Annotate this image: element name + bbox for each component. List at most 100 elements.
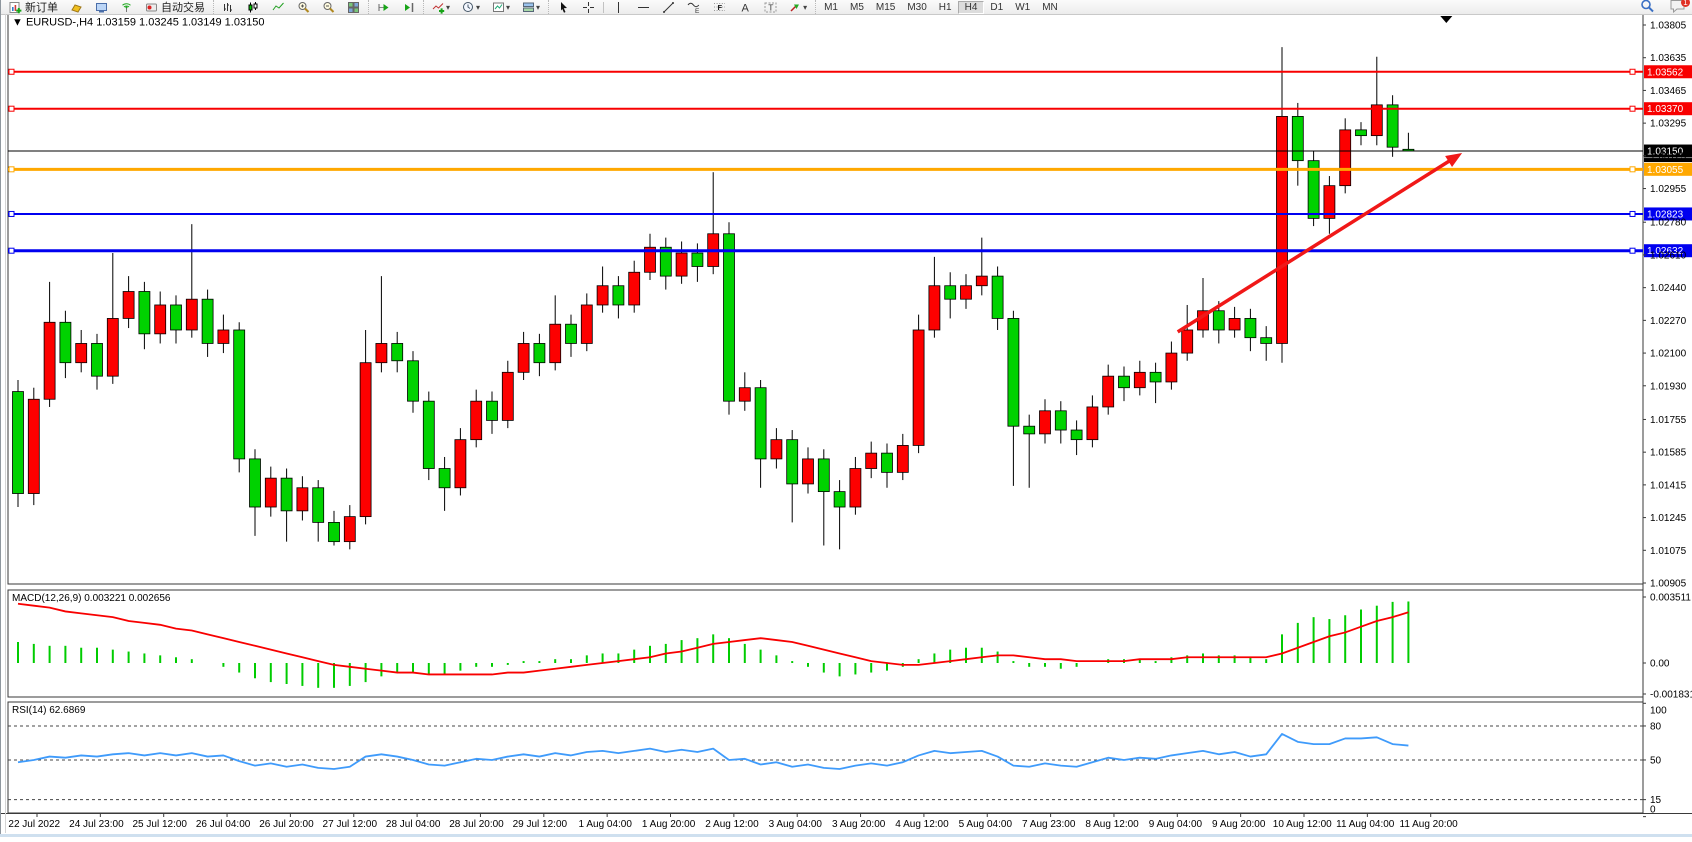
fibonacci-wave-button[interactable]: E xyxy=(681,1,707,14)
line-chart-button[interactable] xyxy=(266,1,291,14)
bar-chart-button[interactable] xyxy=(216,1,241,14)
crosshair-button[interactable] xyxy=(576,1,601,14)
timeframe-button-m1[interactable]: M1 xyxy=(824,1,838,13)
candle xyxy=(106,318,119,377)
line-handle[interactable] xyxy=(1629,68,1636,75)
candle xyxy=(659,246,672,277)
fibonacci-wave-icon: E xyxy=(687,1,701,14)
candle-chart-button[interactable] xyxy=(241,1,266,14)
candle xyxy=(1054,410,1067,431)
time-axis-label: 7 Aug 23:00 xyxy=(1022,819,1076,830)
rsi-axis-tick: 50 xyxy=(1650,755,1662,766)
candle xyxy=(991,275,1004,319)
horizontal-line-button[interactable] xyxy=(631,1,656,14)
svg-text:F: F xyxy=(718,3,723,12)
profiles-button[interactable]: ▾ xyxy=(516,1,546,14)
main-toolbar: 新订单 自动交易 ▾ ▾ ▾ ▾ E F A T ▾ xyxy=(0,0,1692,15)
svg-text:1.03125: 1.03125 xyxy=(1650,151,1687,162)
svg-text:1.03465: 1.03465 xyxy=(1650,86,1687,97)
trendline-button[interactable] xyxy=(656,1,681,14)
candle xyxy=(738,387,751,402)
timeframe-button-m15[interactable]: M15 xyxy=(875,1,896,13)
timeframe-button-mn[interactable]: MN xyxy=(1042,1,1058,13)
autotrading-button[interactable]: 自动交易 xyxy=(139,1,211,14)
signal-button[interactable] xyxy=(114,1,139,14)
timeframe-button-h4[interactable]: H4 xyxy=(957,0,985,14)
svg-text:1.02955: 1.02955 xyxy=(1650,184,1687,195)
chat-button[interactable]: 1 xyxy=(1669,0,1690,16)
price-line-label-box xyxy=(1644,162,1692,176)
time-axis-label: 3 Aug 20:00 xyxy=(832,819,886,830)
line-handle[interactable] xyxy=(1629,210,1636,217)
auto-scroll-button[interactable] xyxy=(371,1,396,14)
tile-windows-button[interactable] xyxy=(341,1,366,14)
svg-text:1.02270: 1.02270 xyxy=(1650,316,1687,327)
candle xyxy=(454,439,467,489)
text-button[interactable]: A xyxy=(733,1,758,14)
timeframe-button-m30[interactable]: M30 xyxy=(907,1,927,13)
vertical-line-button[interactable] xyxy=(606,1,631,14)
periods-button[interactable]: ▾ xyxy=(456,1,486,14)
chat-badge: 1 xyxy=(1681,0,1690,7)
text-label-button[interactable]: T xyxy=(758,1,783,14)
time-axis-label: 2 Aug 12:00 xyxy=(705,819,759,830)
line-handle[interactable] xyxy=(8,210,15,217)
candle xyxy=(343,516,356,543)
line-handle[interactable] xyxy=(8,247,15,254)
chart-window[interactable]: 1.03562 1.03370 1.03150 1.03055 1.02823 1.026… xyxy=(0,13,1692,837)
svg-text:1.01415: 1.01415 xyxy=(1650,480,1687,491)
price-line-label: 1.03370 xyxy=(1647,104,1684,115)
gold-button[interactable] xyxy=(64,1,89,14)
cursor-button[interactable] xyxy=(551,1,576,14)
price-line-label: 1.03055 xyxy=(1647,165,1684,176)
candle xyxy=(1386,104,1399,148)
line-handle[interactable] xyxy=(8,105,15,112)
candle xyxy=(375,343,388,364)
candle xyxy=(549,323,562,364)
add-indicator-button[interactable]: ▾ xyxy=(426,1,456,14)
new-order-button[interactable]: 新订单 xyxy=(3,1,64,14)
toolbar-right: 1 xyxy=(1640,0,1692,16)
candle xyxy=(517,343,530,373)
timeframe-button-w1[interactable]: W1 xyxy=(1015,1,1031,13)
line-handle[interactable] xyxy=(8,68,15,75)
svg-text:E: E xyxy=(695,8,700,14)
candle xyxy=(1133,371,1146,389)
chart-window-button[interactable] xyxy=(89,1,114,14)
crosshair-icon xyxy=(582,1,595,14)
chart-shift-marker[interactable] xyxy=(1440,16,1453,23)
timeframe-button-m5[interactable]: M5 xyxy=(849,1,864,13)
fibonacci-retracement-button[interactable]: F xyxy=(707,1,733,14)
arrow-objects-button[interactable]: ▾ xyxy=(783,1,813,14)
rsi-axis-tick: 100 xyxy=(1650,706,1667,717)
tile-windows-icon xyxy=(347,1,360,14)
candle xyxy=(802,458,814,485)
line-handle[interactable] xyxy=(1629,166,1636,173)
candle xyxy=(1007,318,1020,427)
price-line-label-box xyxy=(1644,207,1692,221)
time-axis-label: 11 Aug 04:00 xyxy=(1336,819,1395,830)
vertical-line-icon xyxy=(612,1,625,14)
chart-shift-button[interactable] xyxy=(396,1,421,14)
svg-text:1.02780: 1.02780 xyxy=(1650,218,1687,229)
candle xyxy=(960,285,972,300)
timeframe-button-h1[interactable]: H1 xyxy=(938,1,952,13)
timeframe-button-d1[interactable]: D1 xyxy=(990,1,1004,13)
line-chart-icon xyxy=(272,1,285,14)
trend-arrow[interactable] xyxy=(1176,152,1463,334)
search-icon[interactable] xyxy=(1640,0,1655,16)
zoom-in-button[interactable] xyxy=(291,1,316,14)
line-handle[interactable] xyxy=(8,166,15,173)
price-line-label-box xyxy=(1644,244,1692,258)
candle xyxy=(1228,318,1241,331)
rsi-axis-tick: 80 xyxy=(1650,721,1662,732)
svg-text:T: T xyxy=(768,2,773,12)
window-bottom-edge xyxy=(0,834,1692,837)
line-handle[interactable] xyxy=(1629,105,1636,112)
line-handle[interactable] xyxy=(1629,247,1636,254)
templates-button[interactable]: ▾ xyxy=(486,1,516,14)
zoom-out-button[interactable] xyxy=(316,1,341,14)
candle xyxy=(928,285,941,331)
time-axis[interactable]: 22 Jul 2022 24 Jul 23:00 25 Jul 12:00 26 Ju… xyxy=(8,813,1458,830)
